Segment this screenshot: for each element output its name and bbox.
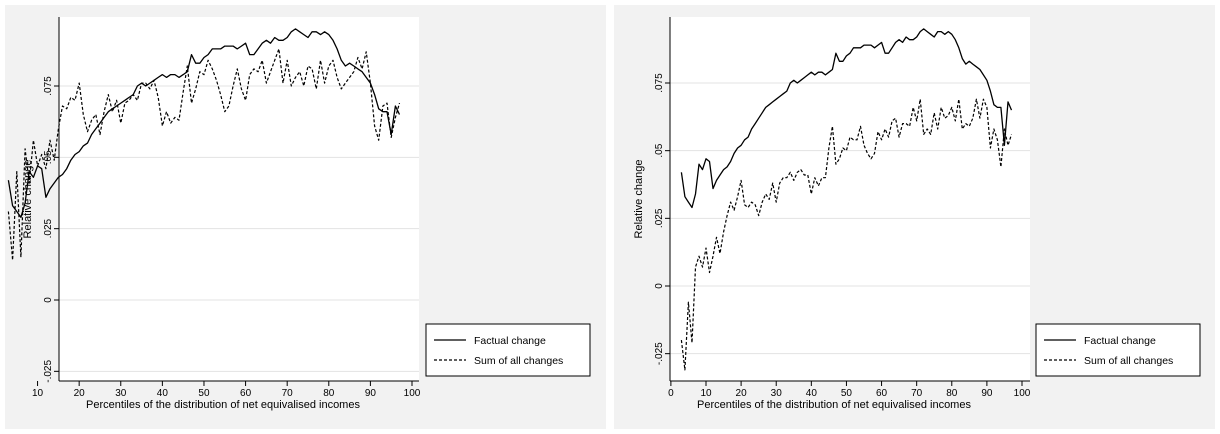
legend-label-2: Sum of all changes — [474, 355, 563, 367]
y-tick-label: .075 — [654, 73, 665, 93]
y-tick-label: 0 — [43, 297, 54, 303]
y-tick-label: -.025 — [654, 342, 665, 365]
x-tick-label: 90 — [365, 388, 377, 399]
x-tick-label: 20 — [74, 388, 86, 399]
x-tick-label: 50 — [841, 388, 853, 399]
x-tick-label: 30 — [771, 388, 783, 399]
x-tick-label: 40 — [157, 388, 169, 399]
x-tick-label: 100 — [404, 388, 421, 399]
y-tick-label: .025 — [43, 218, 54, 238]
legend-label-1: Factual change — [474, 335, 546, 347]
series-line-sum-of-all-changes — [7, 48, 401, 261]
y-tick-label: .05 — [43, 150, 54, 164]
legend — [1035, 323, 1201, 377]
x-tick-label: 30 — [115, 388, 127, 399]
y-tick-label: -.025 — [43, 360, 54, 383]
x-tick-label: 10 — [700, 388, 712, 399]
x-tick-label: 90 — [981, 388, 993, 399]
y-tick-label: .025 — [654, 208, 665, 228]
chart-panel-1: -.0250.025.05.0750102030405060708090100P… — [5, 5, 606, 429]
x-tick-label: 80 — [946, 388, 958, 399]
y-axis-title: Relative change — [22, 160, 34, 239]
x-tick-label: 70 — [911, 388, 923, 399]
y-tick-label: 0 — [654, 283, 665, 289]
x-axis-title: Percentiles of the distribution of net e… — [697, 399, 971, 411]
legend-label-1: Factual change — [1084, 335, 1156, 347]
x-tick-label: 50 — [198, 388, 210, 399]
x-tick-label: 70 — [282, 388, 294, 399]
x-axis-title: Percentiles of the distribution of net e… — [86, 399, 360, 411]
x-tick-label: 20 — [736, 388, 748, 399]
series-line-factual-change — [680, 28, 1013, 209]
x-tick-label: 80 — [323, 388, 335, 399]
x-tick-label: 100 — [1014, 388, 1031, 399]
legend-label-2: Sum of all changes — [1084, 355, 1173, 367]
series-line-factual-change — [7, 28, 401, 218]
plot-area — [59, 17, 419, 381]
plot-area — [670, 17, 1030, 381]
x-tick-label: 60 — [876, 388, 888, 399]
x-tick-label: 0 — [668, 388, 674, 399]
x-tick-label: 40 — [806, 388, 818, 399]
chart-panel-2: -.025 0 .025 .05 .075 0 10 20 30 40 50 60 70 80 90 100 P… — [614, 5, 1215, 429]
x-tick-label: 60 — [240, 388, 252, 399]
y-axis-title: Relative change — [633, 160, 645, 239]
x-tick-label: 10 — [32, 388, 44, 399]
y-tick-label: .05 — [654, 143, 665, 157]
legend — [425, 323, 591, 377]
y-tick-label: .075 — [43, 76, 54, 96]
